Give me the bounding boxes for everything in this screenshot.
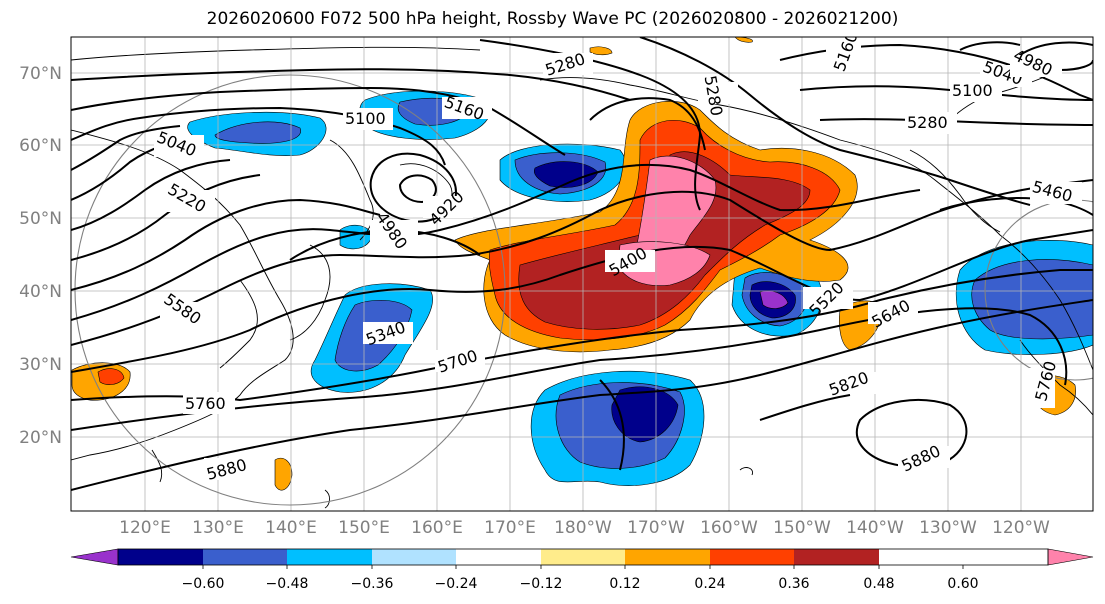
lat-label: 40°N (19, 282, 62, 302)
colorbar-segment (625, 549, 710, 565)
colorbar-segment (456, 549, 541, 565)
lat-label: 70°N (19, 64, 62, 84)
colorbar-ticks (202, 565, 964, 569)
lon-label: 140°W (846, 518, 904, 538)
lon-label: 160°W (700, 518, 758, 538)
map-title: 2026020600 F072 500 hPa height, Rossby W… (206, 9, 899, 29)
lon-label: 140°E (265, 518, 317, 538)
colorbar-extend-high (1047, 548, 1094, 566)
colorbar-tick-label: 0.36 (778, 576, 809, 592)
colorbar-segment (203, 549, 287, 565)
lat-label: 20°N (19, 428, 62, 448)
colorbar-frame (117, 548, 1049, 566)
colorbar-segment (287, 549, 372, 565)
colorbar-tick-label: −0.12 (520, 576, 563, 592)
contour-label: 5100 (952, 81, 993, 100)
lon-label: 120°W (992, 518, 1050, 538)
colorbar-tick-label: −0.24 (435, 576, 478, 592)
latitude-axis: 70°N 60°N 50°N 40°N 30°N 20°N (19, 64, 62, 448)
height-contours (71, 37, 1093, 491)
lon-label: 130°E (192, 518, 244, 538)
lon-label: 170°E (484, 518, 536, 538)
lon-label: 160°E (411, 518, 463, 538)
lon-label: 180°W (554, 518, 612, 538)
colorbar-extend-low (70, 548, 119, 566)
longitude-axis: 120°E 130°E 140°E 150°E 160°E 170°E 180°… (119, 518, 1050, 538)
colorbar-segment (710, 549, 794, 565)
lat-label: 30°N (19, 355, 62, 375)
map-frame (70, 36, 1094, 512)
colorbar-tick-labels: −0.60 −0.48 −0.36 −0.24 −0.12 0.12 0.24 … (182, 576, 979, 592)
colorbar-tick-label: 0.48 (863, 576, 894, 592)
colorbar-tick-label: −0.48 (266, 576, 309, 592)
lon-label: 150°W (773, 518, 831, 538)
lat-label: 50°N (19, 209, 62, 229)
contour-label: 5760 (185, 394, 226, 413)
colorbar-tick-label: −0.36 (351, 576, 394, 592)
colorbar-segment (541, 549, 625, 565)
colorbar-segments (118, 549, 879, 565)
contour-label: 5100 (345, 109, 386, 128)
lon-label: 130°W (919, 518, 977, 538)
colorbar-tick-label: 0.12 (609, 576, 640, 592)
colorbar: −0.60 −0.48 −0.36 −0.24 −0.12 0.12 0.24 … (70, 548, 1094, 592)
lon-label: 150°E (338, 518, 390, 538)
contour-label-group: 5280 5160 5100 5040 5220 4980 4920 5400 … (154, 37, 1082, 484)
colorbar-segment (118, 549, 203, 565)
colorbar-segment (372, 549, 456, 565)
lon-label: 120°E (119, 518, 171, 538)
colorbar-segment (794, 549, 879, 565)
map-panel: 5280 5160 5100 5040 5220 4980 4920 5400 … (71, 37, 1093, 511)
lat-label: 60°N (19, 136, 62, 156)
colorbar-tick-label: 0.24 (694, 576, 725, 592)
contour-label: 5280 (907, 113, 948, 132)
colorbar-tick-label: 0.60 (947, 576, 978, 592)
lon-label: 170°W (627, 518, 685, 538)
colorbar-tick-label: −0.60 (182, 576, 225, 592)
